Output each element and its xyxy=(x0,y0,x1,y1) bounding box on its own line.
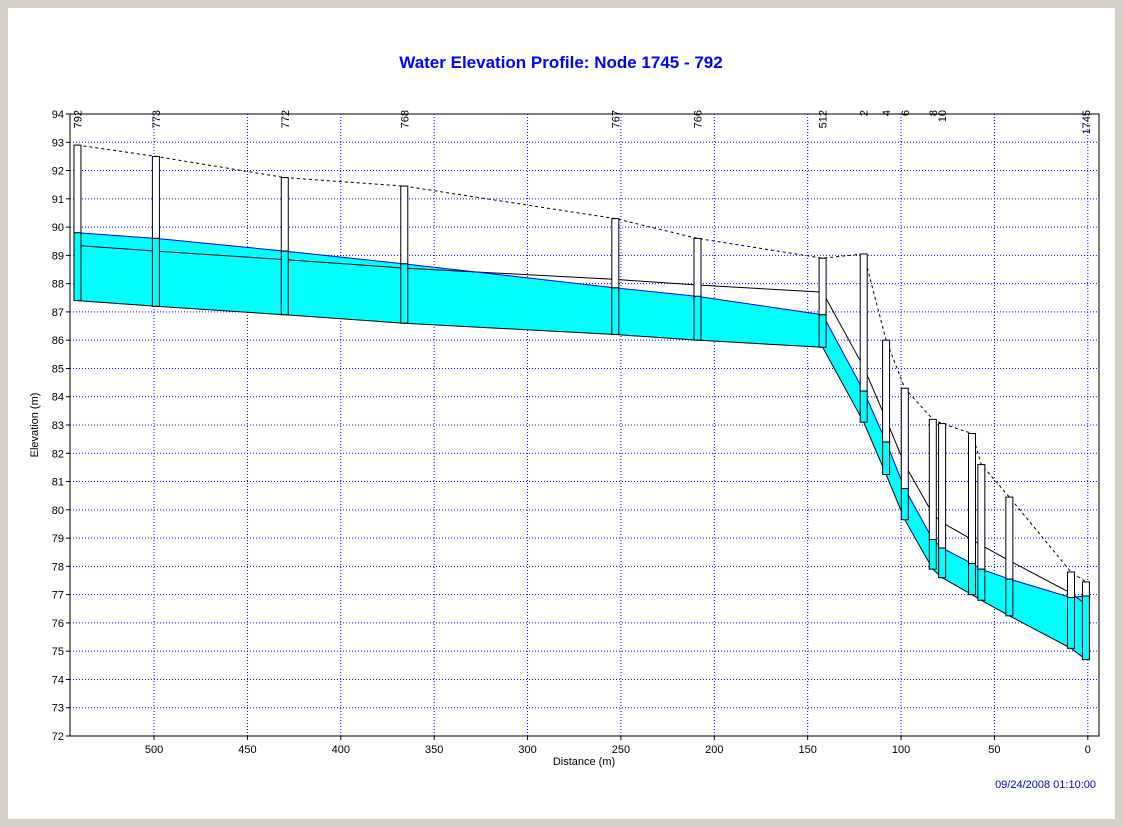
node-water-766 xyxy=(693,295,702,341)
node-column-2 xyxy=(859,253,868,392)
x-tick-label: 350 xyxy=(425,744,443,756)
node-column-10 xyxy=(938,423,947,549)
node-column-1745 xyxy=(1081,581,1090,597)
y-tick-label: 93 xyxy=(52,137,64,149)
water-elevation-profile-chart: Water Elevation Profile: Node 1745 - 792… xyxy=(29,53,1100,791)
y-tick-label: 79 xyxy=(52,533,64,545)
y-tick-label: 90 xyxy=(52,222,64,234)
node-column-773 xyxy=(151,155,160,239)
y-tick-label: 80 xyxy=(52,505,64,517)
node-label-10: 10 xyxy=(937,110,949,122)
node-water-1745 xyxy=(1081,595,1090,661)
chart-panel: Water Elevation Profile: Node 1745 - 792… xyxy=(8,8,1115,819)
node-label-1745: 1745 xyxy=(1081,110,1093,134)
y-tick-label: 89 xyxy=(52,250,64,262)
node-label-4: 4 xyxy=(881,110,893,116)
node-water-8 xyxy=(928,539,937,570)
node-water-16 xyxy=(1005,578,1014,617)
node-column-768 xyxy=(400,185,409,265)
node-water-18 xyxy=(1066,596,1075,649)
node-column-8 xyxy=(928,418,937,541)
node-column-772 xyxy=(280,177,289,252)
node-label-767: 767 xyxy=(610,110,622,128)
node-column-4 xyxy=(882,339,891,443)
x-tick-label: 200 xyxy=(705,744,723,756)
y-tick-label: 82 xyxy=(52,448,64,460)
node-label-773: 773 xyxy=(151,110,163,128)
y-tick-label: 74 xyxy=(52,674,64,686)
node-column-512 xyxy=(818,257,827,316)
node-water-4 xyxy=(882,441,891,475)
x-axis-label: Distance (m) xyxy=(553,756,615,768)
y-tick-label: 85 xyxy=(52,363,64,375)
node-label-792: 792 xyxy=(72,110,84,128)
node-water-10 xyxy=(938,547,947,579)
node-water-772 xyxy=(280,250,289,316)
node-water-14 xyxy=(977,568,986,601)
node-column-792 xyxy=(73,144,82,234)
water-fill xyxy=(77,232,1086,660)
y-tick-label: 84 xyxy=(52,392,64,404)
node-column-767 xyxy=(611,218,620,289)
y-tick-label: 92 xyxy=(52,166,64,178)
node-label-772: 772 xyxy=(280,110,292,128)
y-tick-label: 91 xyxy=(52,194,64,206)
chart-title: Water Elevation Profile: Node 1745 - 792 xyxy=(399,53,722,72)
node-column-14 xyxy=(977,464,986,570)
y-tick-label: 73 xyxy=(52,703,64,715)
y-tick-label: 87 xyxy=(52,307,64,319)
node-water-768 xyxy=(400,263,409,324)
y-tick-label: 72 xyxy=(52,731,64,743)
timestamp: 09/24/2008 01:10:00 xyxy=(995,779,1096,791)
node-label-766: 766 xyxy=(692,110,704,128)
node-columns-layer xyxy=(73,144,1090,661)
x-tick-label: 150 xyxy=(798,744,816,756)
node-water-773 xyxy=(151,237,160,307)
node-water-2 xyxy=(859,390,868,423)
y-axis-label: Elevation (m) xyxy=(29,393,41,458)
y-tick-label: 81 xyxy=(52,477,64,489)
node-water-6 xyxy=(900,488,909,521)
y-tick-label: 88 xyxy=(52,279,64,291)
node-water-792 xyxy=(73,232,82,302)
x-tick-label: 300 xyxy=(518,744,536,756)
node-column-766 xyxy=(693,237,702,297)
y-tick-label: 94 xyxy=(52,109,64,121)
node-water-512 xyxy=(818,314,827,348)
node-column-18 xyxy=(1066,571,1075,598)
y-tick-label: 75 xyxy=(52,646,64,658)
x-tick-label: 50 xyxy=(988,744,1000,756)
x-tick-label: 400 xyxy=(332,744,350,756)
node-label-2: 2 xyxy=(859,110,871,116)
node-column-12 xyxy=(968,432,977,565)
y-tick-label: 78 xyxy=(52,561,64,573)
y-tick-label: 76 xyxy=(52,618,64,630)
y-tick-label: 86 xyxy=(52,335,64,347)
x-tick-label: 250 xyxy=(612,744,630,756)
node-water-12 xyxy=(968,563,977,596)
node-labels: 792 773 772 768 767 766 512 2 4 6 810 1745 xyxy=(72,110,1092,134)
x-tick-label: 100 xyxy=(892,744,910,756)
node-label-8: 8 xyxy=(928,110,940,116)
water-fill-layer xyxy=(77,232,1086,660)
node-column-16 xyxy=(1005,496,1014,580)
x-tick-label: 500 xyxy=(145,744,163,756)
node-label-512: 512 xyxy=(818,110,830,128)
node-column-6 xyxy=(900,387,909,490)
node-water-767 xyxy=(611,287,620,336)
x-tick-label: 0 xyxy=(1085,744,1091,756)
y-tick-label: 83 xyxy=(52,420,64,432)
y-tick-label: 77 xyxy=(52,590,64,602)
node-label-768: 768 xyxy=(399,110,411,128)
x-tick-label: 450 xyxy=(238,744,256,756)
x-tick-labels: 500 450 400 350 300 250 200 150 100 50 0 xyxy=(145,744,1091,756)
node-label-6: 6 xyxy=(900,110,912,116)
y-tick-labels: 72 73 74 75 76 77 78 79 80 81 82 83 84 85 86 87 88 89 90 91… xyxy=(52,109,64,743)
